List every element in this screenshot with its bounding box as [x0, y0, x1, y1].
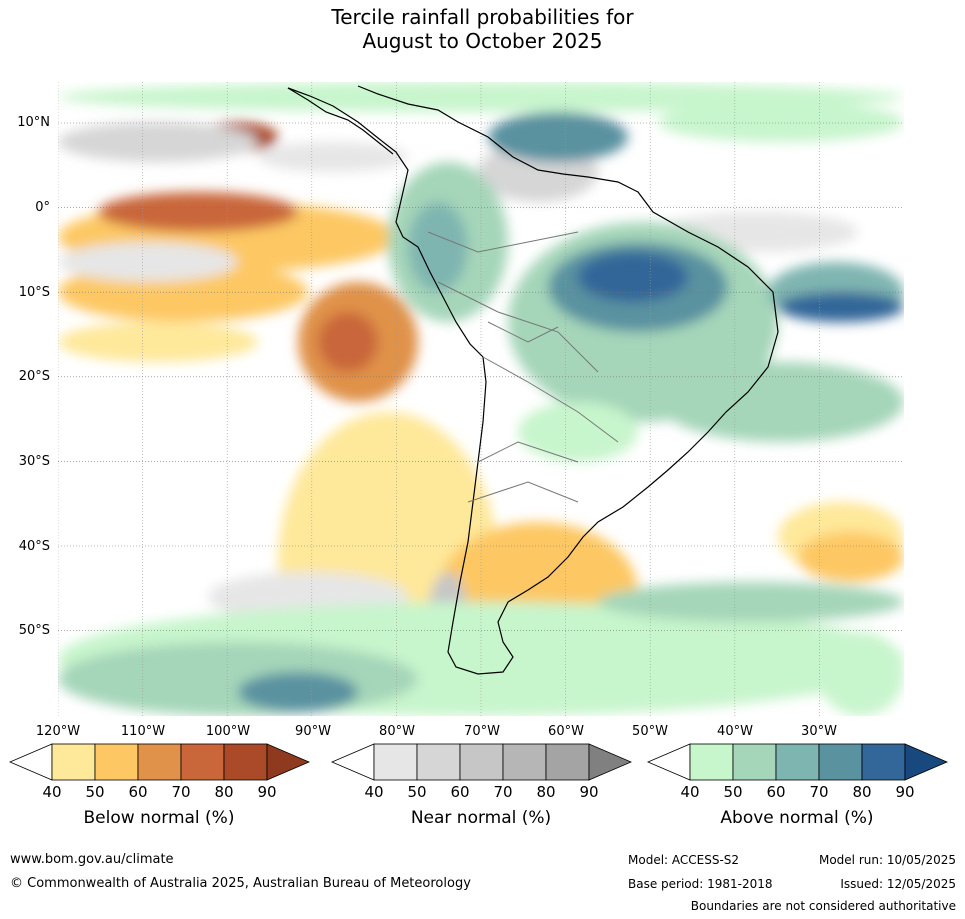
- lon-label-100w: 100°W: [205, 724, 251, 739]
- title-line-1: Tercile rainfall probabilities for: [331, 5, 634, 29]
- lon-label-80w: 80°W: [379, 724, 415, 739]
- probability-region: [258, 142, 408, 172]
- lat-label-10n: 10°N: [17, 115, 50, 130]
- colorbar-cell: [416, 743, 461, 781]
- probability-region: [598, 582, 904, 622]
- colorbar-below-normal: [8, 743, 310, 781]
- colorbar-cell: [689, 743, 734, 781]
- cb-near-tick-60: 60: [450, 783, 470, 801]
- issued-text: Issued: 12/05/2025: [840, 877, 956, 891]
- central-america-coastline: [287, 87, 394, 155]
- probability-region: [58, 122, 258, 162]
- map-panel: [58, 82, 904, 716]
- cb-above-tick-60: 60: [766, 783, 786, 801]
- lon-label-40w: 40°W: [717, 724, 753, 739]
- model-run-text: Model run: 10/05/2025: [818, 853, 956, 867]
- lat-label-50s: 50°S: [18, 623, 50, 638]
- cb-above-tick-80: 80: [852, 783, 872, 801]
- graticule: [58, 82, 904, 716]
- probability-region: [518, 402, 638, 462]
- probability-region: [58, 242, 238, 282]
- cb-below-tick-90: 90: [257, 783, 277, 801]
- lat-label-30s: 30°S: [18, 454, 50, 469]
- probability-region: [318, 312, 378, 372]
- probability-region: [818, 632, 904, 716]
- probability-region: [58, 642, 418, 716]
- cb-above-title: Above normal (%): [720, 808, 874, 828]
- colorbar-cell: [818, 743, 863, 781]
- cb-near-tick-80: 80: [536, 783, 556, 801]
- cb-near-tick-40: 40: [364, 783, 384, 801]
- probability-region: [578, 252, 688, 302]
- model-text: Model: ACCESS-S2: [628, 853, 740, 867]
- country-borders: [427, 231, 619, 503]
- probability-region: [658, 362, 904, 442]
- cb-near-tick-50: 50: [407, 783, 427, 801]
- lat-label-0: 0°: [35, 200, 50, 215]
- probability-region: [658, 102, 904, 142]
- cb-near-tick-70: 70: [493, 783, 513, 801]
- cb-above-tick-70: 70: [809, 783, 829, 801]
- cb-below-tick-60: 60: [128, 783, 148, 801]
- chart-title: Tercile rainfall probabilities for Augus…: [0, 5, 965, 53]
- colorbar-extend-low: [330, 743, 375, 781]
- cb-above-tick-40: 40: [680, 783, 700, 801]
- cb-above-tick-90: 90: [895, 783, 915, 801]
- colorbar-cell: [223, 743, 268, 781]
- probability-region: [98, 192, 298, 232]
- base-period-text: Base period: 1981-2018: [628, 877, 773, 891]
- probability-shading: [58, 82, 904, 716]
- cb-below-tick-80: 80: [214, 783, 234, 801]
- colorbar-extend-low: [646, 743, 691, 781]
- probability-region: [778, 292, 904, 322]
- colorbar-cell: [180, 743, 225, 781]
- lat-label-40s: 40°S: [18, 539, 50, 554]
- probability-region: [58, 322, 258, 362]
- colorbar-extend-high: [588, 743, 632, 781]
- cb-below-tick-40: 40: [42, 783, 62, 801]
- lat-label-10s: 10°S: [18, 285, 50, 300]
- cb-below-tick-50: 50: [85, 783, 105, 801]
- website-link[interactable]: www.bom.gov.au/climate: [10, 852, 174, 867]
- title-line-2: August to October 2025: [362, 29, 603, 53]
- lon-label-90w: 90°W: [295, 724, 331, 739]
- copyright-text: © Commonwealth of Australia 2025, Austra…: [10, 876, 471, 891]
- cb-above-tick-50: 50: [723, 783, 743, 801]
- south-america-coastline: [287, 85, 779, 675]
- lon-label-110w: 110°W: [120, 724, 166, 739]
- colorbar-cell: [94, 743, 139, 781]
- border-lines: [427, 231, 619, 503]
- cb-below-tick-70: 70: [171, 783, 191, 801]
- probability-region: [798, 532, 904, 582]
- colorbar-cell: [137, 743, 182, 781]
- lon-label-70w: 70°W: [464, 724, 500, 739]
- probability-region: [408, 202, 468, 292]
- probability-region: [238, 672, 358, 712]
- cb-near-title: Near normal (%): [410, 808, 552, 828]
- colorbar-extend-low: [8, 743, 53, 781]
- colorbar-cell: [51, 743, 96, 781]
- rainfall-probability-map: [58, 82, 904, 716]
- probability-region: [488, 112, 628, 162]
- lat-label-20s: 20°S: [18, 369, 50, 384]
- lon-label-30w: 30°W: [801, 724, 837, 739]
- cb-below-title: Below normal (%): [83, 808, 235, 828]
- coastline: [287, 85, 779, 675]
- colorbar-cell: [775, 743, 820, 781]
- disclaimer-text: Boundaries are not considered authoritat…: [690, 899, 956, 913]
- colorbar-extend-high: [266, 743, 310, 781]
- colorbar-near-normal: [330, 743, 632, 781]
- colorbar-cell: [861, 743, 906, 781]
- colorbar-above-normal: [646, 743, 948, 781]
- colorbar-extend-high: [904, 743, 948, 781]
- lon-label-120w: 120°W: [35, 724, 81, 739]
- colorbar-cell: [732, 743, 777, 781]
- colorbar-cell: [373, 743, 418, 781]
- colorbar-cell: [459, 743, 504, 781]
- colorbar-cell: [502, 743, 547, 781]
- lon-label-60w: 60°W: [548, 724, 584, 739]
- cb-near-tick-90: 90: [579, 783, 599, 801]
- lon-label-50w: 50°W: [632, 724, 668, 739]
- colorbar-cell: [545, 743, 590, 781]
